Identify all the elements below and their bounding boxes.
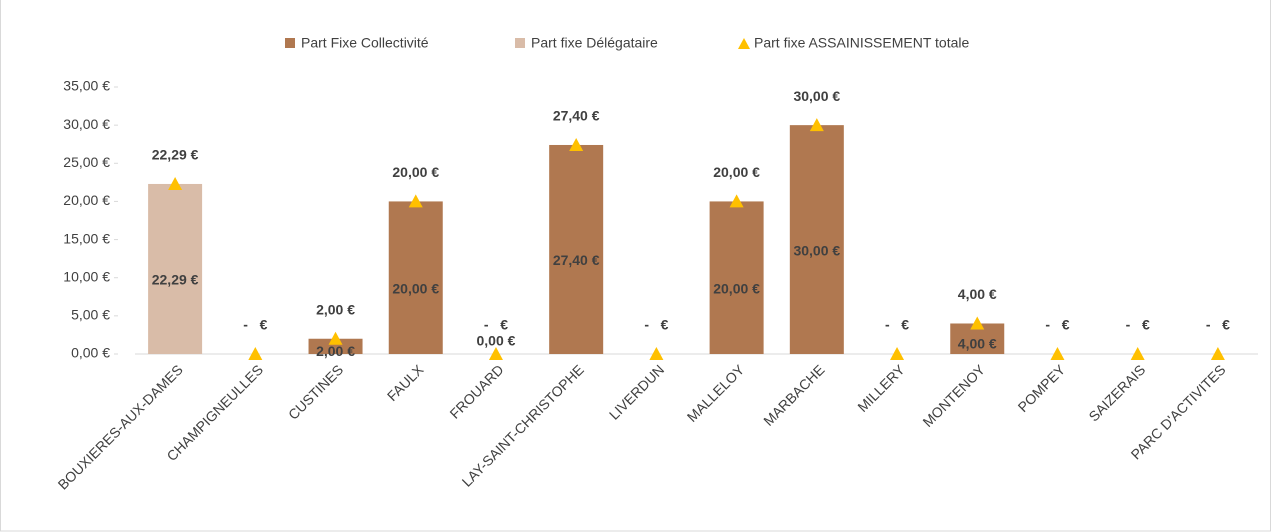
total-label: - € bbox=[1206, 317, 1230, 333]
total-label: - € bbox=[1126, 317, 1150, 333]
marker bbox=[248, 347, 263, 360]
marker bbox=[569, 137, 584, 151]
y-tick-label: 0,00 € bbox=[71, 345, 110, 361]
y-tick-label: 30,00 € bbox=[63, 116, 110, 132]
marker bbox=[649, 347, 664, 360]
legend-swatch bbox=[738, 38, 750, 49]
y-tick-label: 10,00 € bbox=[63, 268, 110, 284]
total-label: 27,40 € bbox=[553, 108, 600, 124]
bar-label: 20,00 € bbox=[392, 280, 439, 296]
bar bbox=[549, 144, 604, 354]
total-label: 22,29 € bbox=[152, 147, 199, 163]
legend-swatch bbox=[285, 38, 295, 48]
total-label: - € bbox=[484, 317, 508, 333]
total-label: 30,00 € bbox=[793, 88, 840, 104]
bar bbox=[789, 125, 844, 355]
marker bbox=[1050, 347, 1065, 360]
y-tick-label: 25,00 € bbox=[63, 154, 110, 170]
bar bbox=[709, 201, 764, 354]
bar bbox=[148, 183, 203, 354]
legend-label: Part fixe ASSAINISSEMENT totale bbox=[754, 35, 969, 51]
total-label: - € bbox=[243, 317, 267, 333]
bar-label: 4,00 € bbox=[958, 335, 997, 351]
marker bbox=[168, 176, 183, 190]
legend-label: Part Fixe Collectivité bbox=[301, 35, 429, 51]
bar-label: 2,00 € bbox=[316, 343, 355, 359]
bar bbox=[388, 201, 443, 354]
marker bbox=[970, 316, 985, 330]
total-label: 4,00 € bbox=[958, 286, 997, 302]
marker bbox=[488, 347, 503, 360]
marker bbox=[1210, 347, 1225, 360]
total-label: - € bbox=[644, 317, 668, 333]
legend-swatch bbox=[515, 38, 525, 48]
marker bbox=[1130, 347, 1145, 360]
total-label: 2,00 € bbox=[316, 301, 355, 317]
total-label: - € bbox=[1045, 317, 1069, 333]
bar-label: 0,00 € bbox=[476, 333, 515, 349]
y-tick-label: 35,00 € bbox=[63, 78, 110, 94]
total-label: 20,00 € bbox=[713, 164, 760, 180]
marker bbox=[890, 347, 905, 360]
total-label: - € bbox=[885, 317, 909, 333]
bar-label: 30,00 € bbox=[793, 242, 840, 258]
bar-label: 22,29 € bbox=[152, 272, 199, 288]
total-label: 20,00 € bbox=[392, 164, 439, 180]
y-tick-label: 15,00 € bbox=[63, 230, 110, 246]
bar-label: 20,00 € bbox=[713, 280, 760, 296]
bar bbox=[308, 338, 363, 354]
marker bbox=[408, 194, 423, 208]
y-tick-label: 5,00 € bbox=[71, 307, 110, 323]
y-tick-label: 20,00 € bbox=[63, 192, 110, 208]
legend-label: Part fixe Délégataire bbox=[531, 35, 658, 51]
marker bbox=[328, 331, 343, 345]
marker bbox=[729, 194, 744, 208]
marker bbox=[809, 118, 824, 132]
bar-label: 27,40 € bbox=[553, 252, 600, 268]
